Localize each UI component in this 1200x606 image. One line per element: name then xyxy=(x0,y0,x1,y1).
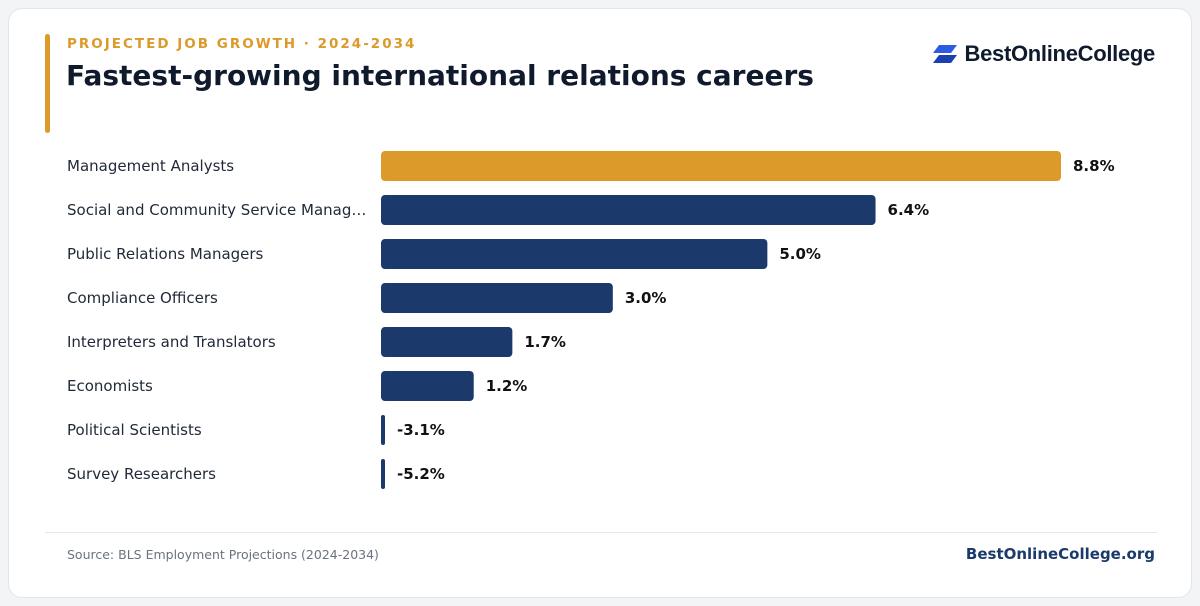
category-label: Interpreters and Translators xyxy=(67,333,276,351)
value-label: 3.0% xyxy=(625,289,667,307)
value-label: 5.0% xyxy=(779,245,821,263)
bar[interactable] xyxy=(381,415,385,445)
category-label: Political Scientists xyxy=(67,421,202,439)
value-label: 6.4% xyxy=(888,201,930,219)
category-label: Compliance Officers xyxy=(67,289,218,307)
chart-title: Fastest-growing international relations … xyxy=(66,59,814,92)
category-label: Survey Researchers xyxy=(67,465,216,483)
brand-logo[interactable]: BestOnlineCollege xyxy=(932,41,1156,67)
category-label: Economists xyxy=(67,377,153,395)
category-label: Social and Community Service Manag… xyxy=(67,201,366,219)
site-link[interactable]: BestOnlineCollege.org xyxy=(965,545,1155,563)
bar[interactable] xyxy=(381,151,1061,181)
value-label: -3.1% xyxy=(397,421,445,439)
bar[interactable] xyxy=(381,327,513,357)
bar[interactable] xyxy=(381,459,385,489)
accent-bar xyxy=(45,34,50,133)
chart-eyebrow: PROJECTED JOB GROWTH · 2024-2034 xyxy=(67,36,417,52)
brand-logo-text: BestOnlineCollege xyxy=(964,41,1156,66)
footer-divider xyxy=(45,532,1157,533)
category-label: Public Relations Managers xyxy=(67,245,264,263)
chart-card: PROJECTED JOB GROWTH · 2024-2034 Fastest… xyxy=(8,8,1192,598)
value-label: 1.2% xyxy=(486,377,528,395)
category-label: Management Analysts xyxy=(67,157,234,175)
value-label: 1.7% xyxy=(524,333,566,351)
parallelogram-logo-icon xyxy=(932,45,957,63)
source-note: Source: BLS Employment Projections (2024… xyxy=(67,547,379,562)
bar[interactable] xyxy=(381,239,768,269)
value-label: 8.8% xyxy=(1073,157,1115,175)
bar[interactable] xyxy=(381,371,474,401)
bar[interactable] xyxy=(381,195,876,225)
value-label: -5.2% xyxy=(397,465,445,483)
bar-chart: Management Analysts 8.8% Social and Commun… xyxy=(67,151,1115,489)
bar[interactable] xyxy=(381,283,613,313)
